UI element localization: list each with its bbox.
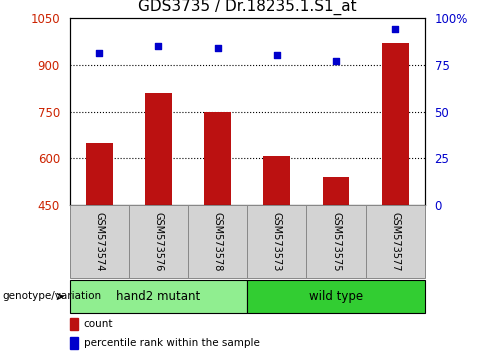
Bar [70,205,129,278]
Bar [382,43,408,205]
Text: GSM573575: GSM573575 [331,212,341,272]
Bar [70,337,78,349]
Point [391,26,399,32]
Bar [264,156,290,205]
Text: hand2 mutant: hand2 mutant [116,290,201,303]
Point [332,58,340,64]
Bar [366,205,425,278]
Bar [70,318,78,330]
Text: wild type: wild type [309,290,363,303]
Point [155,43,162,48]
Text: percentile rank within the sample: percentile rank within the sample [84,338,260,348]
Bar [247,205,306,278]
Text: count: count [84,319,113,329]
Point [214,45,221,51]
Point [273,52,281,58]
Point [96,51,103,56]
Bar [70,280,247,313]
Bar [323,177,349,205]
Text: GSM573578: GSM573578 [213,212,223,271]
Bar [188,205,247,278]
Text: GSM573576: GSM573576 [154,212,163,271]
Text: GSM573577: GSM573577 [390,212,400,272]
Bar [306,205,366,278]
Text: GSM573573: GSM573573 [272,212,282,271]
Bar [129,205,188,278]
Bar [145,93,172,205]
Bar [86,143,112,205]
Bar [247,280,425,313]
Text: GSM573574: GSM573574 [94,212,104,271]
Title: GDS3735 / Dr.18235.1.S1_at: GDS3735 / Dr.18235.1.S1_at [138,0,357,15]
Text: genotype/variation: genotype/variation [2,291,102,302]
Bar [204,112,231,205]
